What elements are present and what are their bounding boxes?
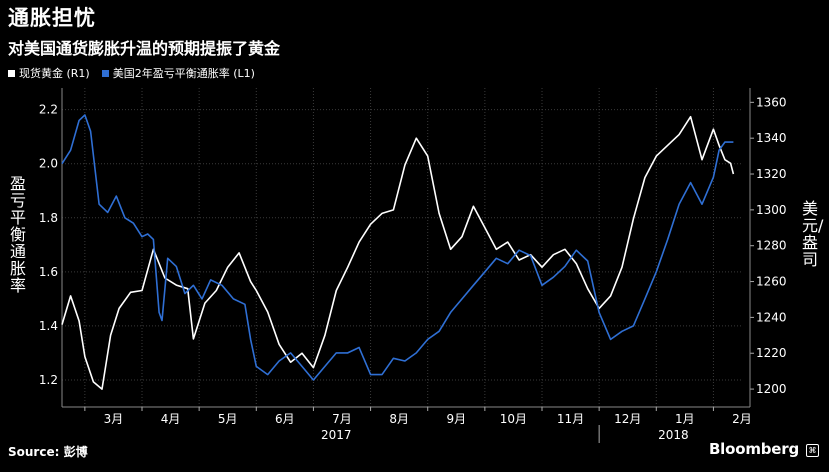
x-tick-label: 8月: [389, 412, 409, 426]
y-axis-left-label: 盈亏平衡通胀率: [10, 174, 27, 295]
x-tick-label: 3月: [104, 412, 124, 426]
legend-item-gold: 现货黄金 (R1): [8, 65, 90, 81]
bloomberg-terminal-icon: ⌘: [806, 444, 819, 457]
y-left-tick-label: 1.6: [39, 265, 58, 279]
x-tick-label: 7月: [332, 412, 352, 426]
x-tick-label: 6月: [275, 412, 295, 426]
y-right-tick-label: 1220: [756, 346, 787, 360]
x-tick-label: 2月: [732, 412, 752, 426]
legend: 现货黄金 (R1) 美国2年盈亏平衡通胀率 (L1): [8, 65, 255, 81]
y-right-tick-label: 1200: [756, 382, 787, 396]
y-right-tick-label: 1240: [756, 310, 787, 324]
y-left-tick-label: 1.2: [39, 373, 58, 387]
x-tick-label: 10月: [500, 412, 527, 426]
y-left-tick-label: 1.4: [39, 319, 58, 333]
y-right-tick-label: 1280: [756, 239, 787, 253]
y-right-tick-label: 1340: [756, 131, 787, 145]
y-left-tick-label: 1.8: [39, 211, 58, 225]
chart-title: 通胀担忧: [8, 6, 96, 30]
series-line-gold: [61, 115, 735, 390]
y-left-tick-label: 2.0: [39, 157, 58, 171]
x-tick-label: 9月: [446, 412, 466, 426]
legend-swatch-breakeven: [101, 69, 109, 77]
y-right-tick-label: 1320: [756, 167, 787, 181]
y-right-tick-label: 1300: [756, 203, 787, 217]
year-label: 2018: [658, 428, 689, 442]
year-label: 2017: [321, 428, 352, 442]
source-note: Source: 彭博: [8, 445, 88, 459]
legend-label-breakeven: 美国2年盈亏平衡通胀率 (L1): [112, 67, 255, 80]
legend-item-breakeven: 美国2年盈亏平衡通胀率 (L1): [101, 65, 255, 81]
series-line-breakeven: [61, 114, 734, 381]
legend-label-gold: 现货黄金 (R1): [19, 67, 90, 80]
legend-swatch-gold: [8, 69, 15, 77]
x-tick-label: 4月: [161, 412, 181, 426]
x-tick-label: 11月: [557, 412, 584, 426]
x-tick-label: 1月: [675, 412, 695, 426]
brand-logo: Bloomberg: [708, 440, 799, 458]
y-right-tick-label: 1360: [756, 95, 787, 109]
y-right-tick-label: 1260: [756, 275, 787, 289]
x-tick-label: 12月: [614, 412, 641, 426]
y-axis-right-label: 美元/盎司: [802, 199, 824, 269]
y-left-tick-label: 2.2: [39, 103, 58, 117]
chart-subtitle: 对美国通货膨胀升温的预期提振了黄金: [8, 39, 281, 58]
x-tick-label: 5月: [218, 412, 238, 426]
